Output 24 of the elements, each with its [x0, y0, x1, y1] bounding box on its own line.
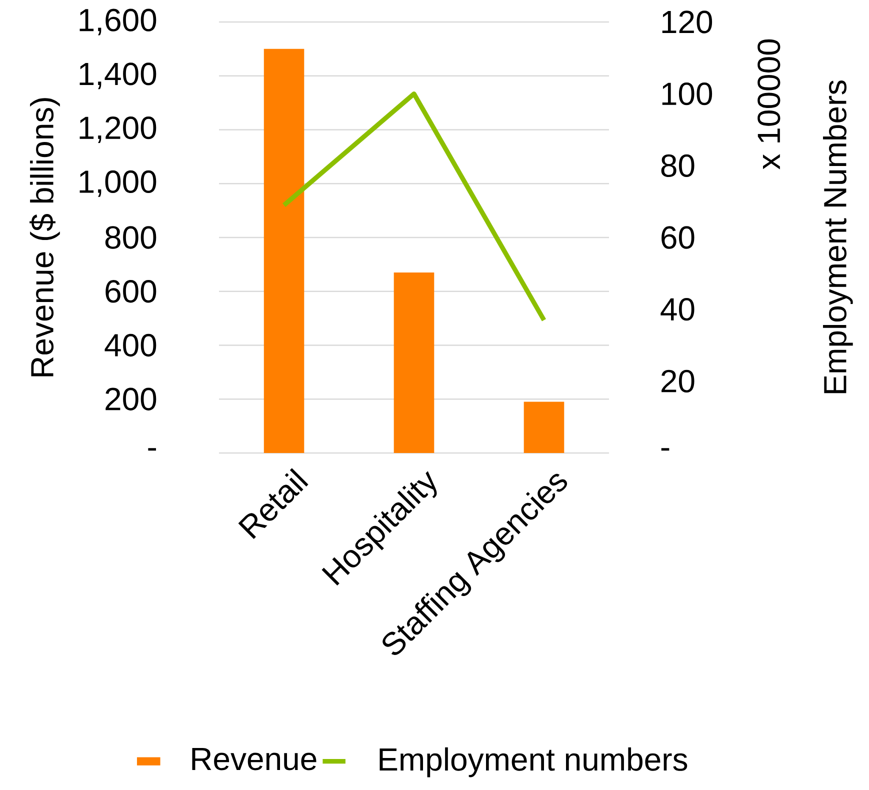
y2-tick-label: 60 [662, 226, 694, 249]
y2-tick-label: - [661, 448, 670, 451]
bar [394, 272, 434, 453]
bar [264, 48, 304, 453]
y2-tick-label: 80 [661, 154, 694, 177]
legend-label: Revenue [192, 748, 316, 770]
y-tick-label: 1,000 [80, 170, 156, 197]
y2-axis-title: Employment Numbers [823, 80, 853, 394]
y-axis-title: Revenue ($ billions) [30, 98, 60, 376]
y-tick-label: 1,400 [80, 62, 156, 90]
y-tick-label: 200 [106, 388, 156, 410]
y2-tick-label: 100 [662, 82, 712, 106]
text: x 100000 [758, 39, 780, 170]
y2-tick-label: 120 [662, 10, 712, 34]
y-tick-label: 600 [106, 280, 156, 303]
legend-label: Employment numbers [380, 747, 688, 778]
y2-tick-label: 40 [660, 298, 694, 321]
bar [524, 402, 564, 453]
y-tick-label: - [148, 448, 156, 451]
y-tick-label: 400 [104, 334, 156, 357]
y-tick-label: 1,200 [80, 116, 156, 143]
y2-tick-label: 20 [662, 370, 694, 392]
y-tick-label: 800 [105, 226, 156, 249]
y-tick-label: 1,600 [80, 8, 156, 36]
